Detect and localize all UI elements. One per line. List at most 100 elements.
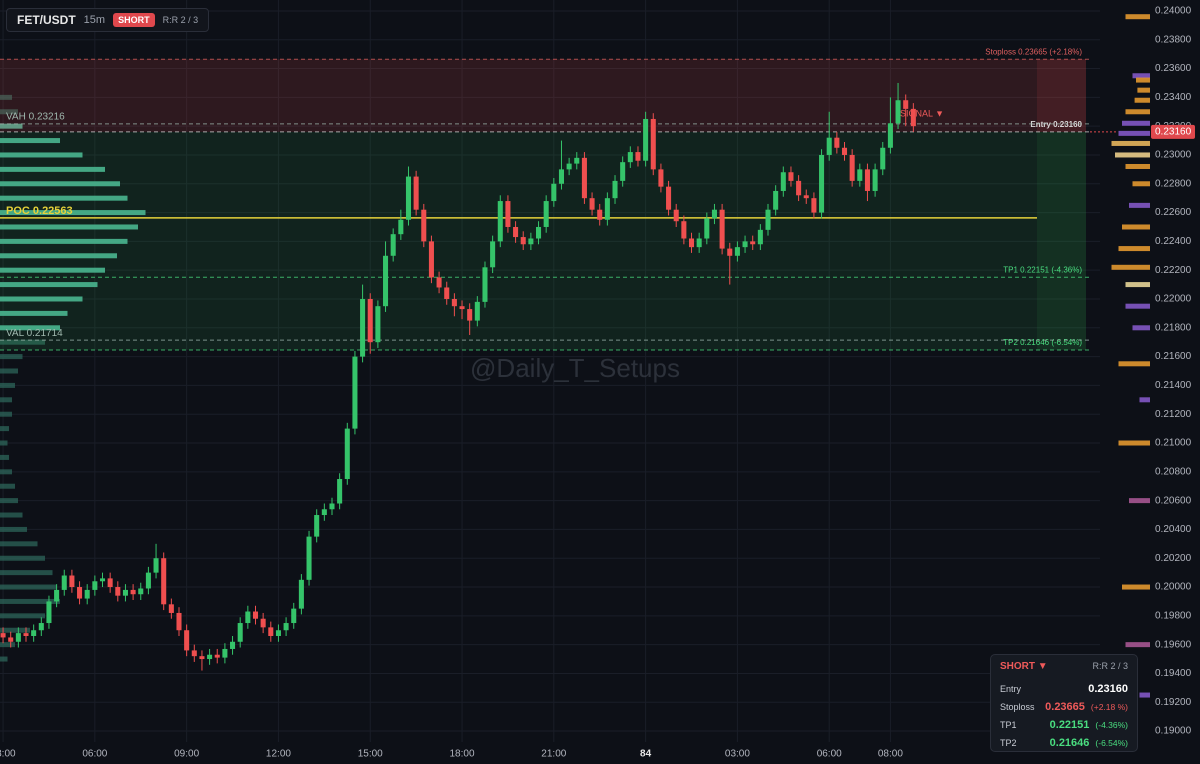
y-tick-label: 0.21200 (1155, 409, 1192, 420)
candle-body (490, 241, 496, 268)
candle-body (61, 575, 67, 590)
candle-body (115, 587, 121, 596)
profile-bar (0, 224, 138, 230)
y-tick-label: 0.21600 (1155, 351, 1192, 362)
depth-bar (1118, 361, 1150, 367)
y-tick-label: 0.19800 (1155, 610, 1192, 621)
candle-body (811, 198, 817, 213)
y-tick-label: 0.19000 (1155, 726, 1192, 737)
profile-bar (0, 440, 8, 446)
profile-bar (0, 339, 45, 345)
profile-bar (0, 598, 60, 604)
candle-body (390, 234, 396, 256)
panel-value: 0.23665 (1045, 701, 1085, 713)
candle-body (275, 630, 281, 636)
profile-bar (0, 282, 98, 288)
candle-body (658, 169, 664, 187)
profile-bar (0, 541, 38, 547)
y-tick-label: 0.23400 (1155, 92, 1192, 103)
stop-zone (0, 59, 1086, 132)
candle-body (796, 180, 802, 196)
profile-bar (0, 382, 15, 388)
candle-body (696, 238, 702, 248)
candle-body (176, 612, 182, 631)
profile-bar (0, 469, 12, 475)
candle-body (245, 611, 251, 624)
profile-bar (0, 325, 60, 331)
level-label: VAH 0.23216 (6, 111, 65, 122)
y-tick-label: 0.21000 (1155, 438, 1192, 449)
candle-body (612, 180, 618, 199)
panel-label: Entry (1000, 684, 1022, 694)
level-label: VAL 0.21714 (6, 328, 63, 339)
candle-body (252, 611, 259, 619)
candle-body (834, 137, 840, 148)
candle-body (773, 190, 779, 210)
depth-bar (1118, 130, 1150, 136)
candle-body (910, 108, 916, 127)
candle-body (413, 176, 419, 210)
y-tick-label: 0.19600 (1155, 639, 1192, 650)
candle-body (0, 633, 6, 638)
profile-bar (0, 627, 30, 633)
candle-body (451, 298, 457, 307)
profile-bar (0, 123, 23, 129)
candle-body (841, 147, 848, 155)
candle-body (765, 209, 771, 230)
y-tick-label: 0.20800 (1155, 466, 1192, 477)
symbol-header[interactable]: FET/USDT 15m SHORT R:R 2 / 3 (6, 8, 210, 32)
panel-change: (+2.18 %) (1090, 702, 1128, 712)
candle-body (436, 277, 442, 288)
depth-bar (1132, 325, 1150, 331)
y-tick-label: 0.21800 (1155, 322, 1192, 333)
y-tick-label: 0.20400 (1155, 524, 1192, 535)
candle-body (344, 428, 350, 480)
candle-body (398, 219, 404, 235)
level-label: TP1 0.22151 (-4.36%) (1003, 265, 1082, 274)
candle-body (474, 301, 480, 321)
profile-bar (0, 570, 53, 576)
candle-body (849, 154, 855, 181)
candle-body (184, 630, 190, 651)
candle-body (666, 186, 672, 210)
depth-bar (1139, 397, 1150, 403)
candle-body (627, 152, 633, 163)
profile-bar (0, 152, 83, 158)
depth-bar (1137, 87, 1150, 93)
profile-bar (0, 296, 83, 302)
candle-body (375, 306, 381, 343)
candle-body (15, 633, 21, 642)
price-tag-label: 0.23160 (1155, 127, 1192, 138)
level-label: Entry 0.23160 (1030, 120, 1082, 129)
profile-bar (0, 613, 45, 619)
depth-bar (1111, 264, 1150, 270)
candle-body (38, 623, 44, 631)
y-tick-label: 0.24000 (1155, 6, 1192, 17)
candle-body (505, 201, 511, 227)
panel-row: TP2 0.21646 (-6.54%) (1000, 734, 1128, 752)
y-tick-label: 0.19400 (1155, 668, 1192, 679)
candle-body (467, 309, 473, 321)
profile-bar (0, 181, 120, 187)
target-zone-end (1037, 131, 1086, 350)
candle-body (581, 157, 587, 199)
candle-body (99, 578, 106, 582)
profile-bar (0, 109, 18, 115)
profile-bar (0, 267, 105, 273)
candle-body (864, 169, 870, 191)
trade-panel: SHORT ▼ R:R 2 / 3 Entry 0.23160 Stoploss 0.… (990, 654, 1138, 752)
candle-body (168, 604, 174, 613)
panel-value: 0.23160 (1088, 683, 1128, 695)
y-tick-label: 0.22600 (1155, 207, 1192, 218)
candle-body (130, 589, 136, 595)
panel-rr: R:R 2 / 3 (1092, 661, 1128, 671)
depth-bar (1118, 440, 1150, 446)
candle-body (306, 536, 312, 580)
candle-body (199, 656, 205, 660)
candle-body (704, 218, 710, 239)
signal-label: SIGNAL ▼ (900, 108, 944, 118)
depth-bar (1129, 202, 1150, 208)
candle-body (872, 169, 878, 191)
candle-body (688, 238, 695, 248)
